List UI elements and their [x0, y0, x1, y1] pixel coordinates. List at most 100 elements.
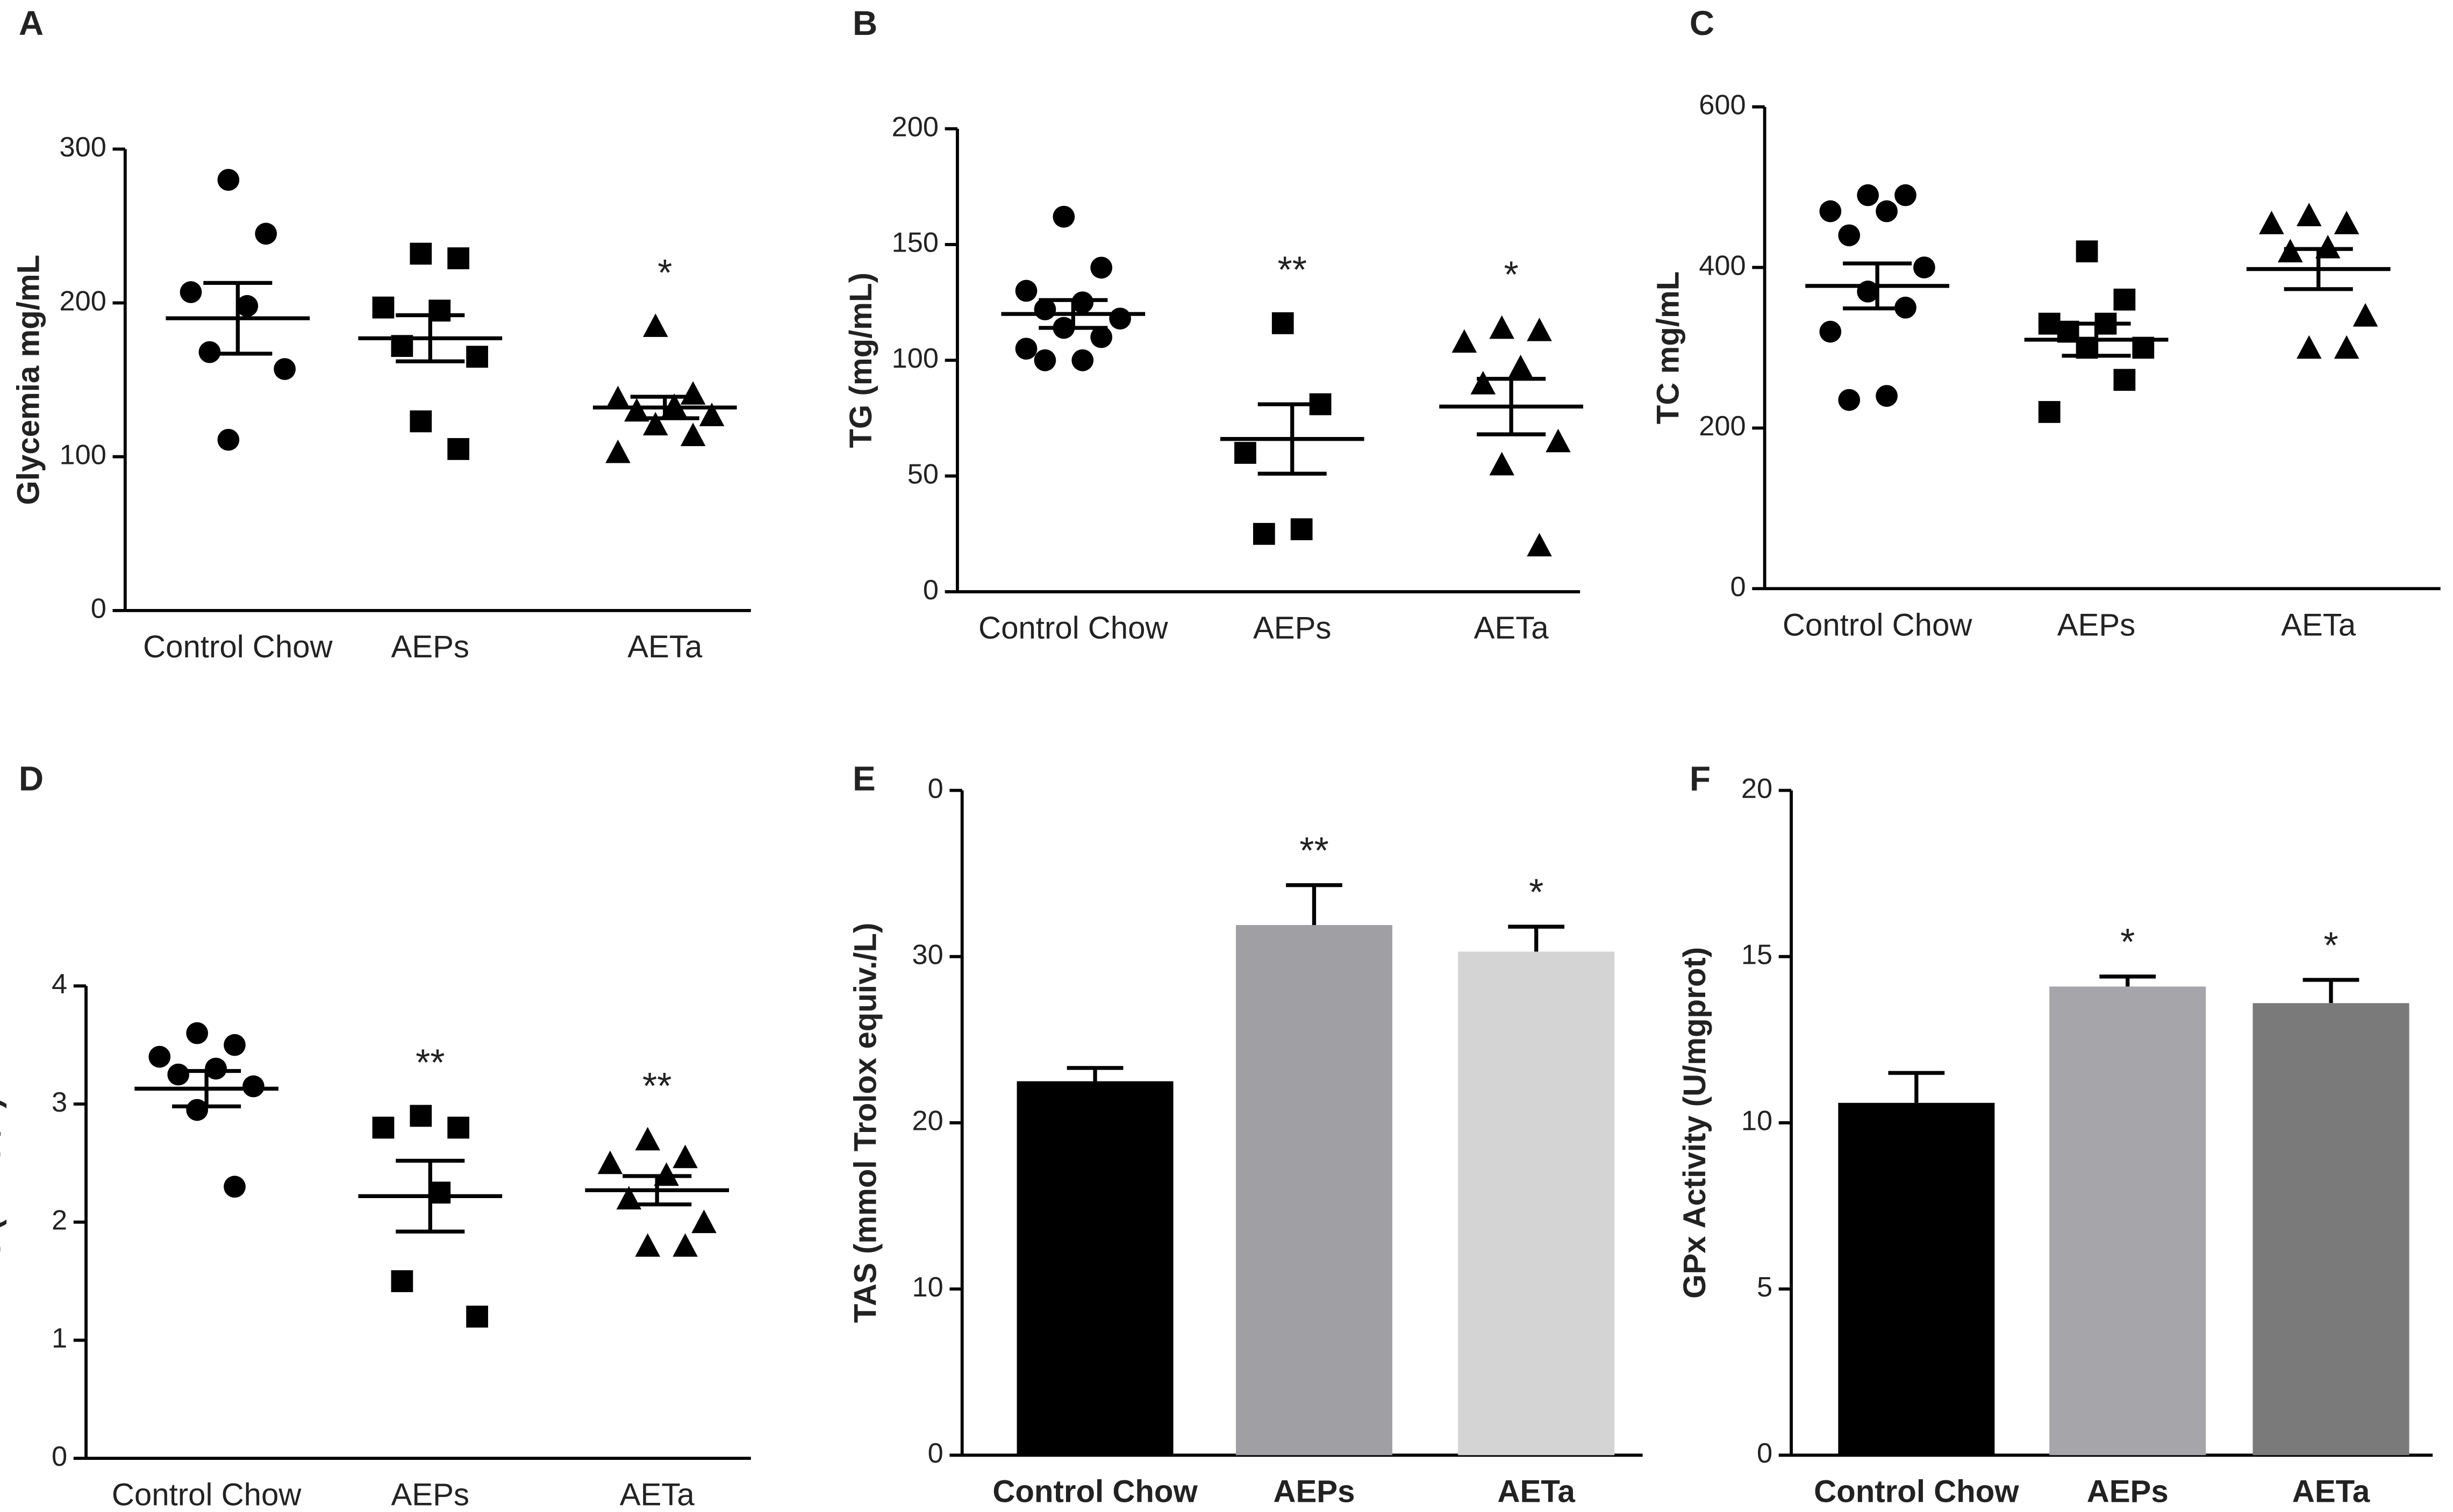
y-tick-label: 20: [912, 1106, 943, 1137]
y-tick-label: 0: [91, 593, 106, 625]
y-tick-label: 50: [907, 458, 939, 490]
y-tick-label: 0: [1757, 1438, 1772, 1469]
y-tick-label: 600: [1699, 90, 1746, 121]
x-tick-label: AEPs: [391, 1477, 470, 1512]
data-point: [1034, 349, 1056, 371]
data-point: [410, 410, 432, 433]
data-point: [410, 242, 432, 265]
data-point: [447, 247, 470, 269]
x-tick-label: AETa: [620, 1477, 695, 1512]
panel-letter: A: [19, 4, 44, 42]
panel-letter: B: [853, 4, 877, 42]
data-point: [1913, 256, 1935, 278]
annotation: **: [416, 1041, 445, 1083]
data-point: [635, 1233, 661, 1257]
data-point: [2352, 303, 2378, 327]
data-point: [699, 403, 725, 426]
data-point: [274, 358, 296, 380]
data-point: [391, 1270, 413, 1292]
data-point: [466, 1306, 488, 1328]
panel-letter: C: [1690, 4, 1714, 42]
x-tick-label: Control Chow: [1814, 1474, 2019, 1509]
data-point: [1071, 291, 1094, 313]
data-point: [1109, 307, 1131, 330]
y-axis-label: TG (mg/mL): [843, 273, 878, 448]
data-point: [236, 295, 259, 317]
data-point: [1053, 205, 1075, 228]
data-point: [1857, 184, 1879, 206]
data-point: [2259, 211, 2284, 234]
x-tick-label: Control Chow: [112, 1477, 302, 1512]
data-point: [148, 1045, 171, 1068]
data-point: [2113, 288, 2136, 311]
annotation: *: [1529, 871, 1543, 913]
y-axis-label: GPx Activity (U/mgprot): [1677, 947, 1712, 1299]
x-tick-label: AETa: [627, 629, 703, 664]
data-point: [680, 422, 706, 447]
y-tick-label: 5: [1757, 1272, 1772, 1303]
data-point: [680, 381, 706, 405]
bar: [1458, 951, 1615, 1456]
bar: [1838, 1102, 1995, 1456]
data-point: [1071, 349, 1094, 371]
x-tick-label: Control Chow: [143, 629, 333, 664]
y-tick-label: 0: [928, 1438, 943, 1469]
y-tick-label: 300: [59, 132, 106, 163]
data-point: [661, 393, 687, 417]
x-tick-label: AETa: [1474, 611, 1549, 646]
panel-letter: D: [19, 759, 44, 798]
x-tick-label: AEPs: [1273, 1474, 1355, 1509]
data-point: [1489, 315, 1514, 339]
annotation: **: [1278, 249, 1307, 291]
x-tick-label: AEPs: [391, 629, 470, 664]
data-point: [605, 385, 631, 410]
data-point: [605, 439, 631, 463]
data-point: [1838, 389, 1861, 411]
data-point: [597, 1150, 623, 1174]
y-tick-label: 10: [912, 1272, 943, 1303]
data-point: [242, 1075, 264, 1098]
annotation: **: [1299, 829, 1328, 871]
data-point: [447, 438, 470, 460]
data-point: [1546, 428, 1571, 453]
data-point: [224, 1176, 246, 1198]
data-point: [167, 1063, 190, 1086]
y-tick-label: 100: [892, 343, 939, 374]
data-point: [1527, 317, 1552, 341]
data-point: [2296, 335, 2322, 359]
y-tick-label: 1: [52, 1323, 67, 1354]
bar: [1235, 925, 1392, 1456]
x-tick-label: AEPs: [2087, 1474, 2169, 1509]
y-axis-label: TC mg/mL: [1651, 271, 1686, 424]
data-point: [372, 1116, 395, 1139]
data-point: [447, 1116, 470, 1139]
data-point: [1090, 326, 1113, 348]
x-tick-label: AETa: [2281, 607, 2356, 642]
data-point: [1271, 312, 1294, 334]
data-point: [654, 1162, 679, 1186]
y-tick-label: 100: [59, 440, 106, 471]
data-point: [691, 1209, 717, 1234]
data-point: [205, 1057, 227, 1080]
data-point: [466, 346, 488, 368]
x-tick-label: AETa: [1497, 1474, 1575, 1509]
data-point: [2296, 203, 2322, 226]
data-point: [255, 223, 277, 245]
data-point: [410, 1105, 432, 1127]
data-point: [643, 313, 668, 337]
y-tick-label: 15: [1741, 940, 1772, 971]
data-point: [1290, 518, 1313, 541]
data-point: [372, 296, 395, 319]
x-tick-label: AETa: [2292, 1474, 2370, 1509]
data-point: [1090, 256, 1113, 279]
panel-letter: E: [853, 759, 876, 798]
data-point: [2315, 234, 2341, 259]
y-tick-label: 200: [59, 285, 106, 317]
x-tick-label: Control Chow: [978, 611, 1168, 646]
data-point: [1451, 329, 1477, 353]
data-point: [186, 1022, 209, 1044]
x-tick-label: Control Chow: [992, 1474, 1198, 1509]
annotation: *: [1504, 253, 1519, 295]
y-tick-label: 10: [1741, 1106, 1772, 1137]
